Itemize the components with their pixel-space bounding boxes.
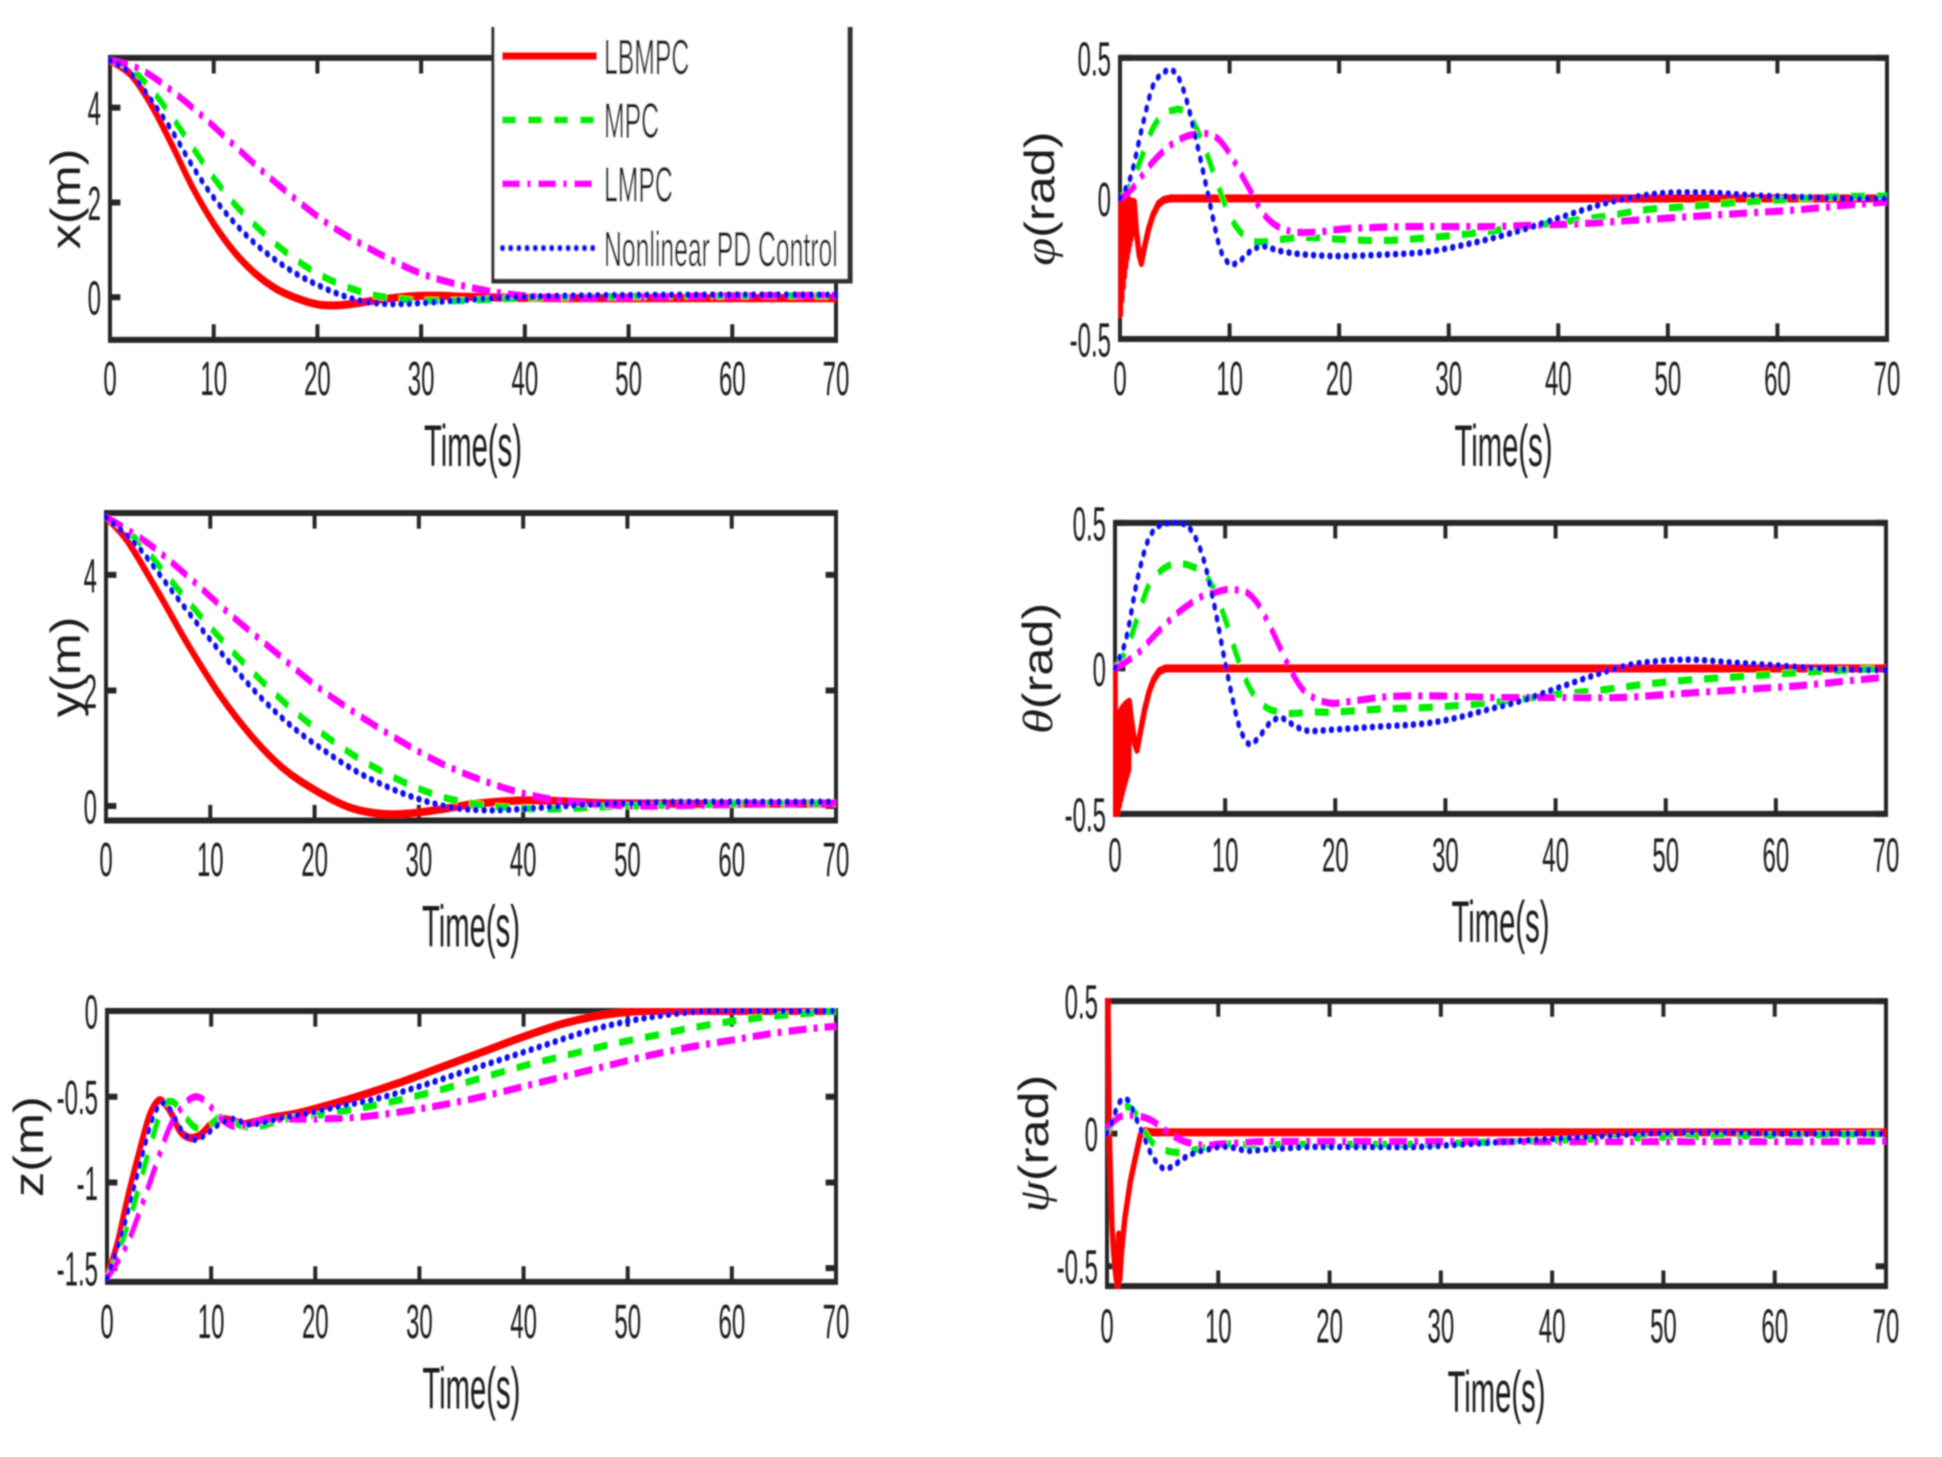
svg-text:Time(s): Time(s) <box>1448 1359 1546 1425</box>
svg-text:-0.5: -0.5 <box>1057 1242 1098 1295</box>
svg-text:2: 2 <box>84 666 97 719</box>
svg-text:30: 30 <box>406 834 433 887</box>
svg-text:50: 50 <box>1650 1301 1677 1354</box>
svg-text:0: 0 <box>85 987 98 1040</box>
svg-text:0.5: 0.5 <box>1073 499 1106 552</box>
svg-text:20: 20 <box>1326 353 1353 406</box>
svg-text:ψ(rad): ψ(rad) <box>1010 1075 1058 1213</box>
svg-text:0: 0 <box>84 782 97 835</box>
svg-text:50: 50 <box>615 353 642 406</box>
svg-text:4: 4 <box>88 83 101 136</box>
svg-text:x(m): x(m) <box>42 149 89 250</box>
svg-text:50: 50 <box>614 834 641 887</box>
svg-text:0.5: 0.5 <box>1078 34 1111 87</box>
svg-text:y(m): y(m) <box>42 617 89 718</box>
svg-text:50: 50 <box>1652 830 1679 883</box>
svg-text:60: 60 <box>719 353 746 406</box>
svg-text:70: 70 <box>1873 830 1900 883</box>
svg-text:0: 0 <box>1093 644 1106 697</box>
svg-text:-0.5: -0.5 <box>57 1072 98 1125</box>
svg-text:20: 20 <box>304 353 331 406</box>
svg-text:60: 60 <box>1763 830 1790 883</box>
svg-text:30: 30 <box>406 1296 433 1349</box>
svg-text:0: 0 <box>99 834 112 887</box>
svg-text:70: 70 <box>1873 1301 1900 1354</box>
svg-text:30: 30 <box>408 353 435 406</box>
svg-text:LBMPC: LBMPC <box>604 31 689 85</box>
svg-text:40: 40 <box>512 353 539 406</box>
svg-text:0: 0 <box>1100 1301 1113 1354</box>
svg-text:10: 10 <box>197 834 224 887</box>
svg-text:-1: -1 <box>77 1158 98 1211</box>
svg-text:60: 60 <box>719 1296 746 1349</box>
svg-text:60: 60 <box>1764 353 1791 406</box>
svg-text:10: 10 <box>1216 353 1243 406</box>
svg-text:30: 30 <box>1432 830 1459 883</box>
svg-text:0: 0 <box>1085 1109 1098 1162</box>
svg-text:0: 0 <box>1098 174 1111 227</box>
svg-text:θ(rad): θ(rad) <box>1014 603 1062 734</box>
svg-text:50: 50 <box>1655 353 1682 406</box>
svg-text:30: 30 <box>1428 1301 1455 1354</box>
svg-text:10: 10 <box>1212 830 1239 883</box>
svg-text:z(m): z(m) <box>5 1096 52 1197</box>
svg-text:-0.5: -0.5 <box>1070 315 1111 368</box>
svg-text:40: 40 <box>1545 353 1572 406</box>
svg-text:20: 20 <box>301 834 328 887</box>
svg-text:30: 30 <box>1435 353 1462 406</box>
svg-text:70: 70 <box>823 1296 850 1349</box>
svg-text:Time(s): Time(s) <box>422 893 520 959</box>
svg-text:Nonlinear PD Control: Nonlinear PD Control <box>604 223 838 277</box>
svg-text:0: 0 <box>1113 353 1126 406</box>
svg-text:0: 0 <box>103 353 116 406</box>
svg-text:50: 50 <box>614 1296 641 1349</box>
svg-text:-1.5: -1.5 <box>57 1244 98 1297</box>
svg-text:Time(s): Time(s) <box>424 413 522 479</box>
svg-text:10: 10 <box>198 1296 225 1349</box>
svg-text:-0.5: -0.5 <box>1065 790 1106 843</box>
svg-text:40: 40 <box>1542 830 1569 883</box>
svg-text:4: 4 <box>84 551 97 604</box>
svg-text:0: 0 <box>88 273 101 326</box>
svg-text:40: 40 <box>1539 1301 1566 1354</box>
svg-text:2: 2 <box>88 178 101 231</box>
svg-text:20: 20 <box>1322 830 1349 883</box>
svg-text:70: 70 <box>823 353 850 406</box>
svg-text:0: 0 <box>100 1296 113 1349</box>
svg-text:0: 0 <box>1108 830 1121 883</box>
svg-text:Time(s): Time(s) <box>1452 889 1550 955</box>
svg-text:60: 60 <box>1761 1301 1788 1354</box>
svg-text:MPC: MPC <box>604 95 659 149</box>
svg-text:Time(s): Time(s) <box>1455 413 1553 479</box>
svg-text:40: 40 <box>510 834 537 887</box>
svg-text:70: 70 <box>1874 353 1901 406</box>
svg-text:60: 60 <box>718 834 745 887</box>
svg-text:40: 40 <box>510 1296 537 1349</box>
svg-text:Time(s): Time(s) <box>422 1355 520 1421</box>
svg-text:20: 20 <box>302 1296 329 1349</box>
svg-text:0.5: 0.5 <box>1065 977 1098 1030</box>
svg-text:LMPC: LMPC <box>604 159 673 213</box>
svg-text:φ(rad): φ(rad) <box>1016 131 1064 265</box>
svg-text:10: 10 <box>1205 1301 1232 1354</box>
svg-text:70: 70 <box>823 834 850 887</box>
svg-text:20: 20 <box>1316 1301 1343 1354</box>
svg-text:10: 10 <box>200 353 227 406</box>
